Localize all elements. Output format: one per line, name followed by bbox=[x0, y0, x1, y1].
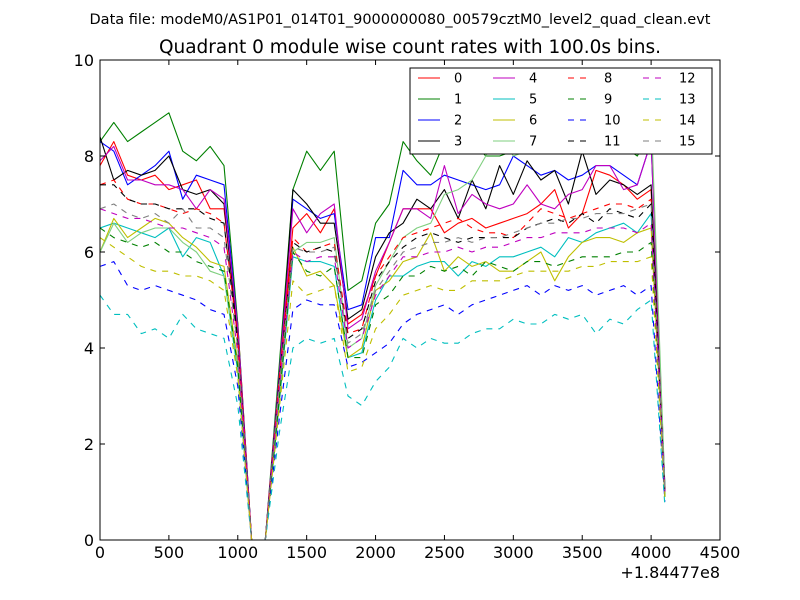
plot-area-frame bbox=[99, 59, 721, 541]
x-tick-label: 500 bbox=[154, 543, 185, 562]
x-tick-label: 4000 bbox=[631, 543, 672, 562]
x-tick-label: 0 bbox=[95, 543, 105, 562]
y-tick-label: 0 bbox=[84, 531, 94, 550]
series-line-13 bbox=[100, 294, 666, 540]
legend-label-13: 13 bbox=[679, 93, 696, 108]
y-tick-label: 6 bbox=[84, 243, 94, 262]
series-line-12 bbox=[100, 208, 666, 540]
legend-label-3: 3 bbox=[454, 135, 462, 150]
x-tick-label: 3000 bbox=[493, 543, 534, 562]
axis-ticks: 0 500 1000 1500 2000 2500 3000 3500 4000 4500 0 2 4 6… bbox=[74, 51, 741, 562]
series-line-5 bbox=[100, 213, 666, 540]
legend-label-1: 1 bbox=[454, 93, 462, 108]
y-tick-label: 8 bbox=[84, 147, 94, 166]
x-tick-label: 2000 bbox=[355, 543, 396, 562]
series-line-15 bbox=[100, 203, 666, 540]
legend-label-11: 11 bbox=[604, 135, 621, 150]
legend-label-6: 6 bbox=[529, 114, 537, 129]
series-line-14 bbox=[100, 237, 666, 540]
legend-frame bbox=[409, 67, 713, 155]
legend-label-15: 15 bbox=[679, 135, 696, 150]
legend-label-7: 7 bbox=[529, 135, 537, 150]
series-line-10 bbox=[100, 261, 666, 540]
x-tick-label: 1500 bbox=[286, 543, 327, 562]
x-tick-label: 2500 bbox=[424, 543, 465, 562]
series-line-8 bbox=[100, 179, 666, 540]
x-tick-label: 1000 bbox=[217, 543, 258, 562]
series-line-4 bbox=[100, 141, 666, 540]
x-tick-label: 4500 bbox=[700, 543, 741, 562]
series-line-0 bbox=[100, 141, 666, 540]
y-tick-label: 10 bbox=[74, 51, 94, 70]
series-line-11 bbox=[100, 184, 666, 540]
x-tick-label: 3500 bbox=[562, 543, 603, 562]
legend-label-2: 2 bbox=[454, 114, 462, 129]
series-line-2 bbox=[100, 141, 666, 540]
series-layer bbox=[100, 97, 666, 540]
y-tick-label: 2 bbox=[84, 435, 94, 454]
legend-label-10: 10 bbox=[604, 114, 621, 129]
legend-label-14: 14 bbox=[679, 114, 696, 129]
x-axis-offset-label: +1.84477e8 bbox=[620, 563, 720, 582]
series-line-3 bbox=[100, 136, 666, 540]
legend-label-4: 4 bbox=[529, 72, 537, 87]
legend-label-12: 12 bbox=[679, 72, 696, 87]
series-line-9 bbox=[100, 227, 666, 540]
chart-suptitle: Data file: modeM0/AS1P01_014T01_90000000… bbox=[90, 12, 711, 28]
legend-label-5: 5 bbox=[529, 93, 537, 108]
legend-label-0: 0 bbox=[454, 72, 462, 87]
chart-title: Quadrant 0 module wise count rates with … bbox=[159, 37, 661, 58]
legend-label-8: 8 bbox=[604, 72, 612, 87]
y-tick-label: 4 bbox=[84, 339, 94, 358]
legend-label-9: 9 bbox=[604, 93, 612, 108]
